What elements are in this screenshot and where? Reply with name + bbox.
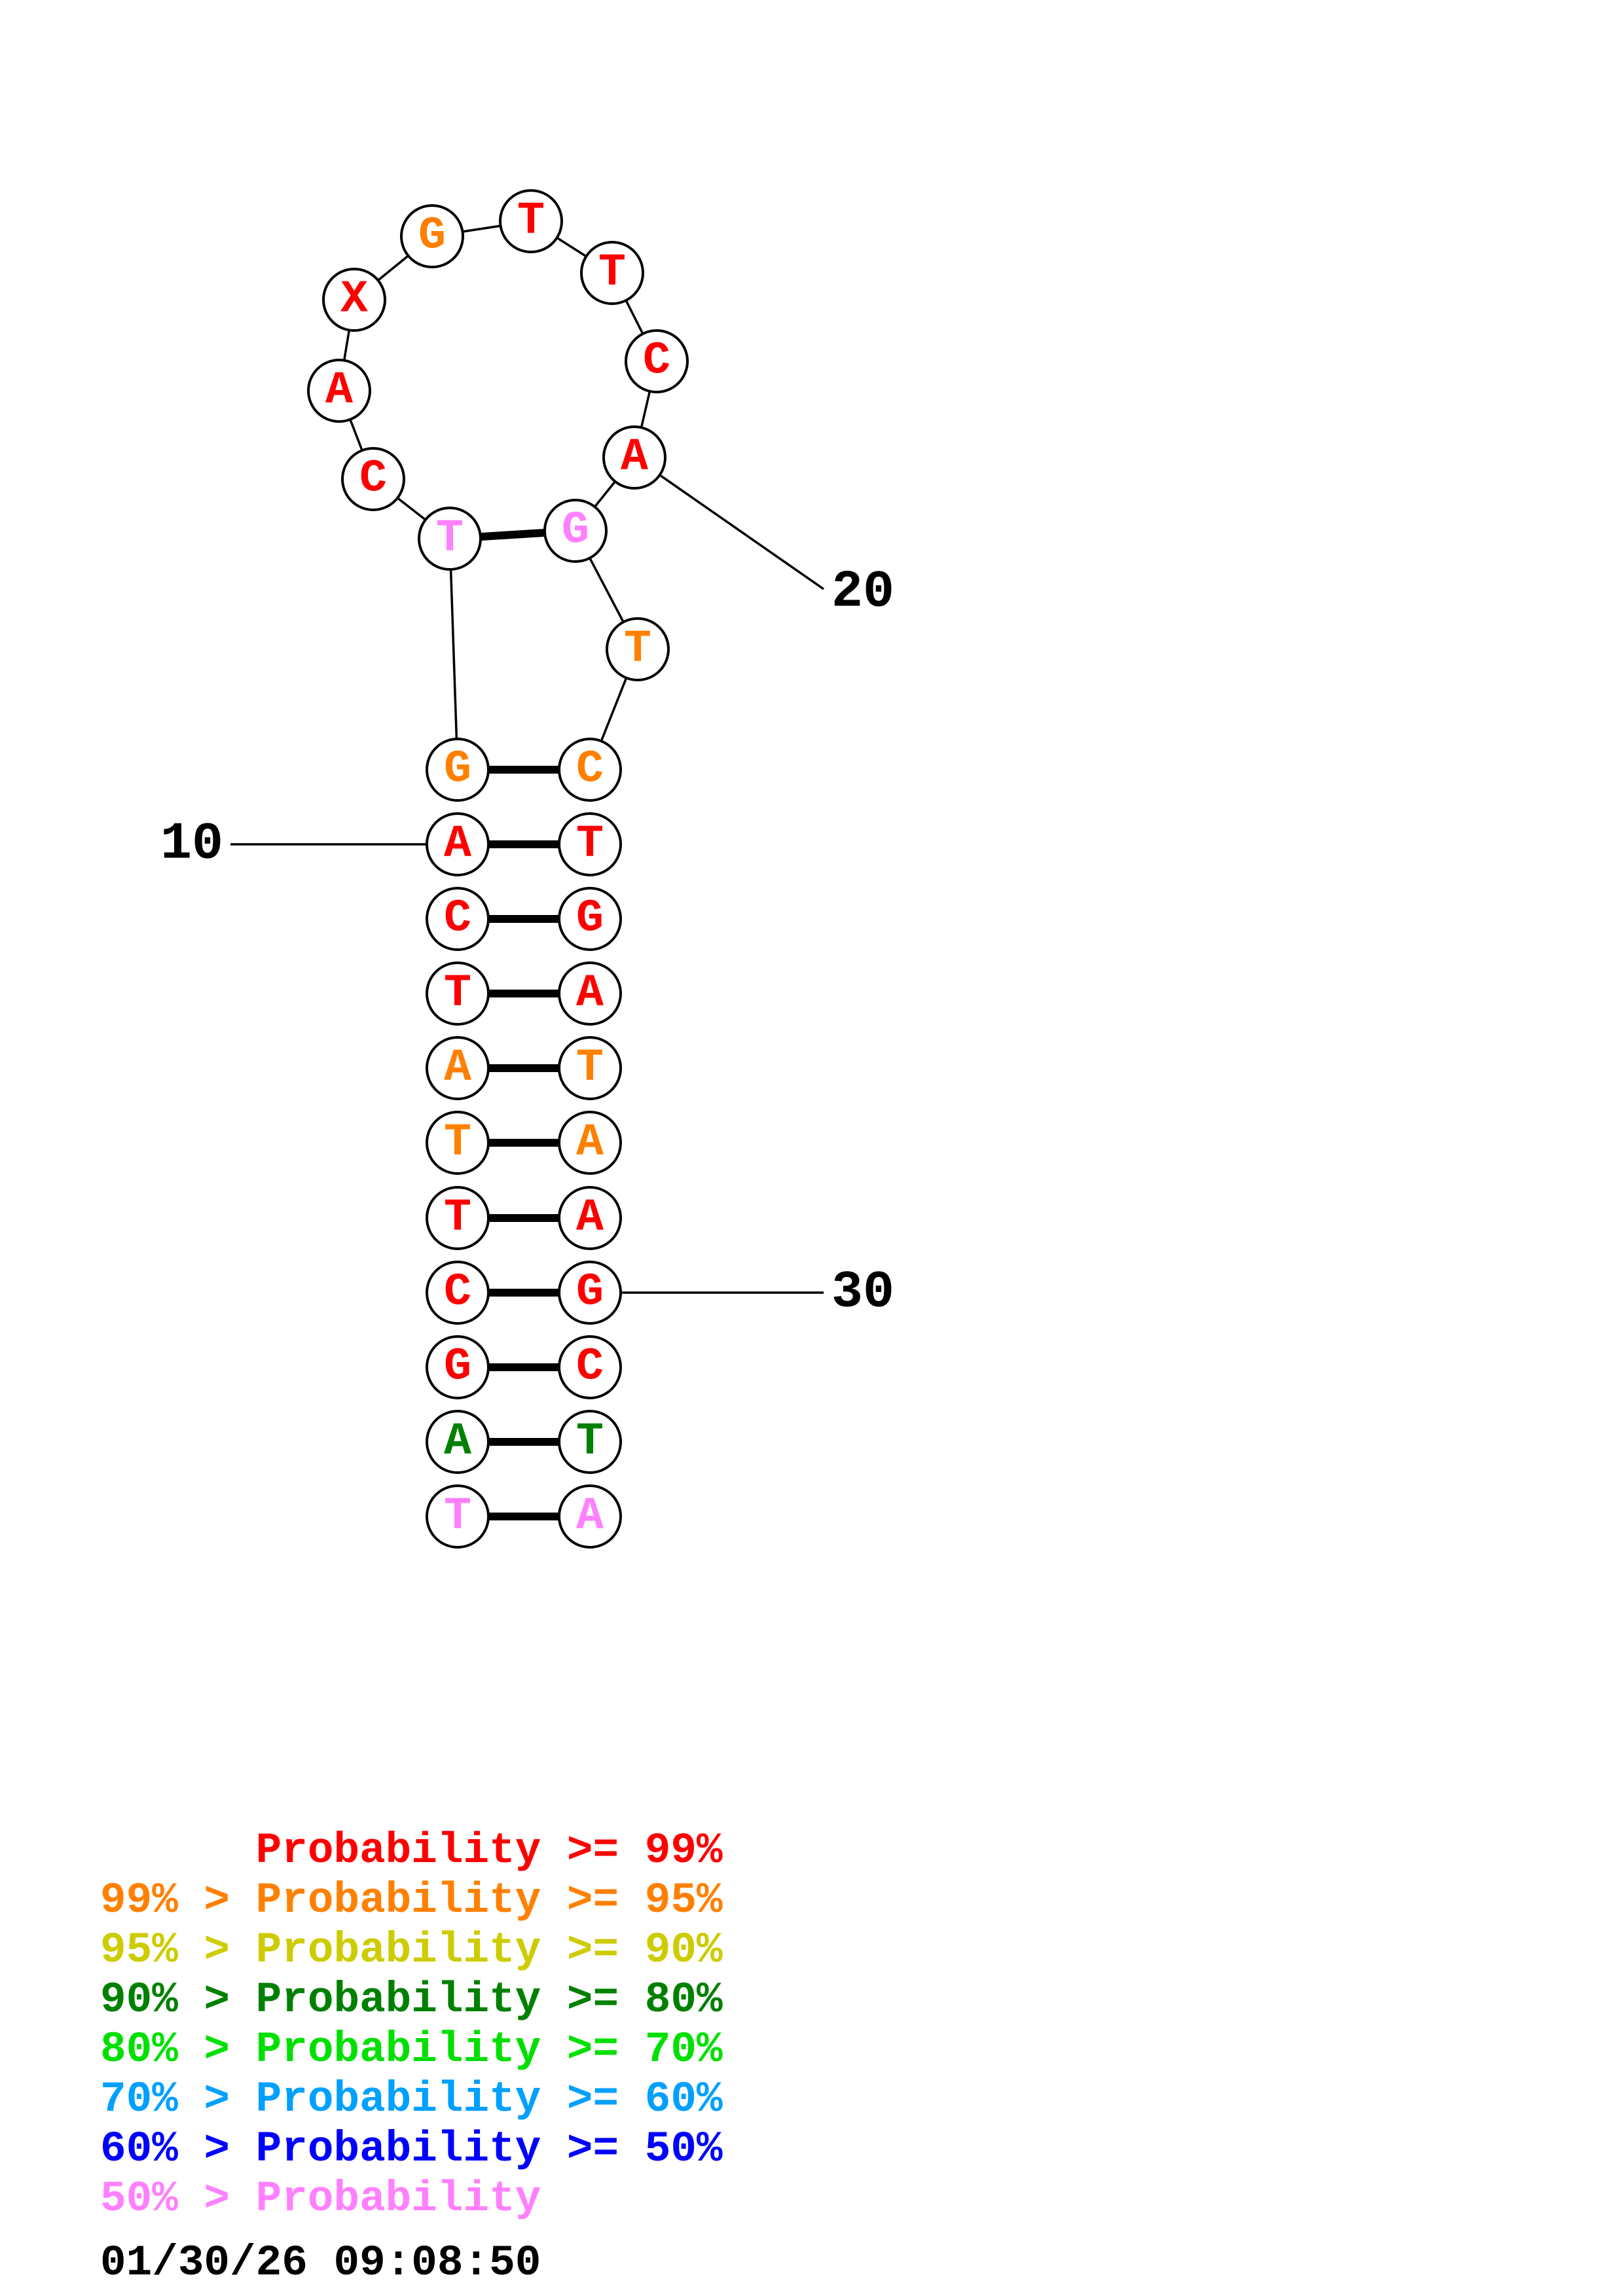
nucleotide-circle-24 [558,812,622,876]
nucleotide-circle-26 [558,961,622,1026]
nucleotide-circle-23 [558,738,622,802]
nucleotide-letter-25-G: G [576,893,604,945]
legend-line-p90: 95% > Probability >= 90% [100,1926,723,1975]
backbone-line-11-12 [448,538,459,770]
nucleotide-letter-7-A: A [444,1043,471,1094]
nucleotide-letter-29-A: A [576,1193,604,1244]
legend-line-p80: 90% > Probability >= 80% [100,1975,723,2024]
legend-line-below50: 50% > Probability [100,2174,541,2223]
nucleotide-letter-9-C: C [444,893,471,945]
nucleotide-circle-4 [426,1261,490,1325]
nucleotide-circle-6 [426,1111,490,1175]
nucleotide-circle-29 [558,1186,622,1250]
nucleotide-letter-22-T: T [624,624,651,675]
nucleotide-letter-17-T: T [517,196,545,247]
legend-line-p60: 70% > Probability >= 60% [100,2075,723,2124]
nucleotide-letter-26-A: A [576,968,604,1020]
nucleotide-letter-4-C: C [444,1267,471,1319]
nucleotide-circle-31 [558,1335,622,1399]
nucleotide-circle-17 [499,189,563,253]
legend-line-p70: 80% > Probability >= 70% [100,2025,723,2074]
nucleotide-letter-31-C: C [576,1342,604,1393]
nucleotide-letter-16-G: G [418,211,446,262]
nucleotide-circle-13 [341,447,405,511]
nucleotide-circle-3 [426,1335,490,1399]
nucleotide-circle-16 [400,204,464,268]
nucleotide-circle-5 [426,1186,490,1250]
nucleotide-letter-21-G: G [562,505,589,557]
sequence-number-20: 20 [831,563,894,622]
nucleotide-letter-5-T: T [444,1193,471,1244]
nucleotide-letter-2-A: A [444,1416,471,1468]
legend-line-p99: Probability >= 99% [100,1826,723,1875]
nucleotide-circle-9 [426,887,490,951]
nucleotide-circle-25 [558,887,622,951]
nucleotide-letter-6-T: T [444,1117,471,1169]
nucleotide-circle-8 [426,961,490,1026]
nucleotide-circle-12 [418,507,482,571]
nucleotide-circle-28 [558,1111,622,1175]
nucleotide-circle-10 [426,812,490,876]
legend-line-p95: 99% > Probability >= 95% [100,1876,723,1925]
nucleotide-circle-14 [307,359,371,423]
nucleotide-letter-8-T: T [444,968,471,1020]
nucleotide-letter-12-T: T [436,513,464,565]
nucleotide-circle-20 [602,425,666,490]
nucleotide-circle-21 [543,499,608,563]
nucleotide-letter-18-T: T [598,247,626,299]
sequence-number-10: 10 [160,815,223,874]
nucleotide-circle-11 [426,738,490,802]
nucleotide-circle-30 [558,1261,622,1325]
nucleotide-letter-11-G: G [444,744,471,796]
timestamp: 01/30/26 09:08:50 [100,2238,541,2287]
nucleotide-circle-19 [625,329,689,393]
nucleotide-letter-3-G: G [444,1342,471,1393]
nucleotide-circle-18 [580,241,644,305]
sequence-number-30: 30 [831,1263,894,1323]
nucleotide-circle-2 [426,1410,490,1474]
legend-line-p50: 60% > Probability >= 50% [100,2125,723,2174]
nucleotide-circle-1 [426,1484,490,1549]
nucleotide-letter-1-T: T [444,1491,471,1543]
nucleotide-letter-15-X: X [340,274,368,326]
label-line-20 [659,474,824,590]
nucleotide-circle-33 [558,1484,622,1549]
nucleotide-letter-20-A: A [621,432,648,484]
nucleotide-letter-28-A: A [576,1117,604,1169]
nucleotide-letter-27-T: T [576,1043,604,1094]
probability-legend: Probability >= 99% 99% > Probability >= … [100,1826,723,2288]
nucleotide-circle-15 [322,268,386,332]
nucleotide-letter-13-C: C [359,454,387,505]
nucleotide-circle-7 [426,1036,490,1100]
nucleotide-circle-27 [558,1036,622,1100]
nucleotide-letter-33-A: A [576,1491,604,1543]
nucleotide-letter-24-T: T [576,819,604,870]
nucleotide-letter-30-G: G [576,1267,604,1319]
nucleotide-letter-19-C: C [643,336,670,387]
nucleotide-circle-22 [606,617,670,681]
nucleotide-letter-14-A: A [325,365,353,417]
nucleotide-letter-32-T: T [576,1416,604,1468]
nucleotide-circle-32 [558,1410,622,1474]
nucleotide-letter-10-A: A [444,819,471,870]
nucleotide-letter-23-C: C [576,744,604,796]
